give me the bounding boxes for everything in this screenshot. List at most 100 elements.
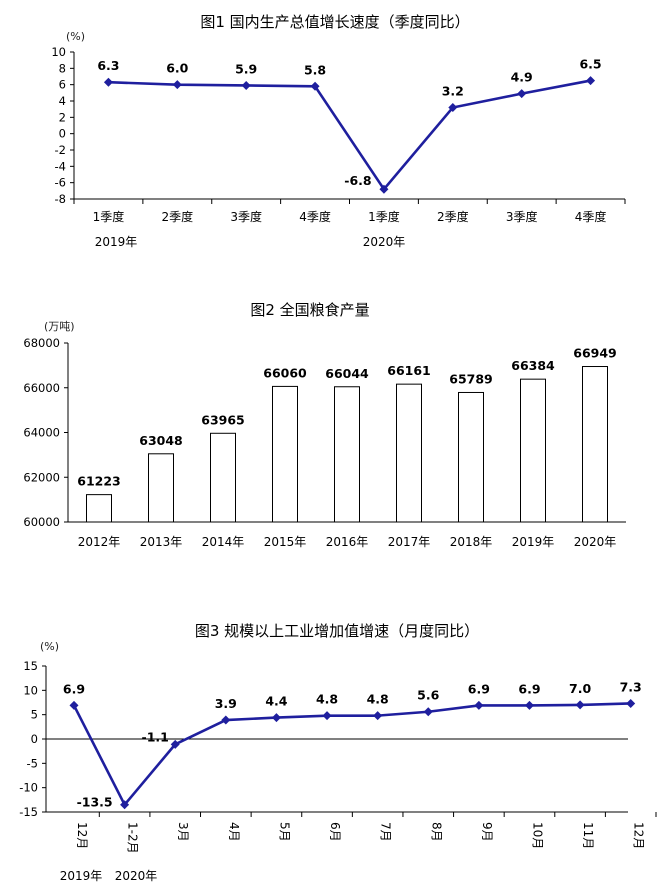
industrial-x-tick-label: 3月 xyxy=(176,822,190,842)
industrial-data-point xyxy=(221,715,231,725)
industrial-x-tick-label: 10月 xyxy=(530,822,544,849)
industrial-data-point xyxy=(474,700,484,710)
grain-x-tick-label: 2016年 xyxy=(326,535,369,549)
gdp-data-point xyxy=(379,184,389,194)
gdp-data-point xyxy=(103,77,113,87)
gdp-x-tick-label: 2季度 xyxy=(161,209,193,224)
gdp-unit-label: (%) xyxy=(66,30,85,43)
gdp-y-tick-label: 4 xyxy=(59,94,66,108)
grain-data-label: 66161 xyxy=(387,363,431,378)
gdp-data-label: 5.8 xyxy=(304,62,326,77)
gdp-y-tick-label: 6 xyxy=(59,78,66,92)
industrial-x-tick-label: 12月 xyxy=(632,822,646,849)
gdp-x-tick-label: 1季度 xyxy=(93,209,125,224)
industrial-x-tick-label: 12月 xyxy=(75,822,89,849)
industrial-data-label: 6.9 xyxy=(468,681,490,696)
gdp-year-label-2020: 2020年 xyxy=(363,235,406,249)
grain-data-label: 66044 xyxy=(325,366,369,381)
industrial-y-tick-label: -10 xyxy=(19,781,38,795)
gdp-growth-chart: 图1 国内生产总值增长速度（季度同比） (%) 1086420-2-4-6-8 … xyxy=(51,13,626,249)
gdp-data-label: 6.5 xyxy=(579,57,601,72)
grain-bar xyxy=(520,378,546,523)
grain-bar xyxy=(334,386,360,523)
gdp-x-tick-label: 1季度 xyxy=(368,209,400,224)
industrial-series-line xyxy=(72,702,631,808)
grain-data-label: 63965 xyxy=(201,412,245,427)
industrial-y-tick-label: 15 xyxy=(23,659,38,673)
grain-bar xyxy=(148,453,174,523)
industrial-y-tick-label: -15 xyxy=(19,805,38,819)
industrial-x-tick-label: 11月 xyxy=(581,822,595,849)
industrial-data-label: 3.9 xyxy=(215,696,237,711)
grain-data-label: 61223 xyxy=(77,474,121,489)
industrial-data-label: -1.1 xyxy=(142,729,169,744)
industrial-x-tick-label: 9月 xyxy=(480,822,494,842)
industrial-year-label-2020: 2020年 xyxy=(115,869,158,883)
industrial-x-tick-label: 1-2月 xyxy=(126,822,140,854)
gdp-year-label-2019: 2019年 xyxy=(95,235,138,249)
industrial-x-tick-label: 6月 xyxy=(328,822,342,842)
industrial-data-label: 4.4 xyxy=(265,694,287,709)
industrial-y-tick-label: -5 xyxy=(27,756,38,770)
grain-x-tick-label: 2012年 xyxy=(78,535,121,549)
industrial-data-point xyxy=(120,800,130,810)
industrial-data-point xyxy=(69,700,79,710)
industrial-data-point xyxy=(373,711,383,721)
grain-data-label: 63048 xyxy=(139,433,183,448)
grain-y-tick-label: 60000 xyxy=(23,515,60,529)
grain-data-label: 65789 xyxy=(449,371,493,386)
industrial-data-point xyxy=(423,707,433,717)
gdp-data-label: 3.2 xyxy=(442,84,464,99)
grain-x-tick-label: 2018年 xyxy=(450,535,493,549)
grain-data-label: 66384 xyxy=(511,358,555,373)
grain-output-chart: 图2 全国粮食产量 (万吨) 68000 66000 64000 62000 60000… xyxy=(23,301,626,549)
grain-bar xyxy=(210,432,236,523)
industrial-data-point xyxy=(271,713,281,723)
industrial-y-tick-label: 5 xyxy=(31,708,38,722)
industrial-y-tick-label: 10 xyxy=(23,683,38,697)
gdp-x-tick-label: 3季度 xyxy=(506,209,538,224)
grain-bar xyxy=(458,391,484,523)
industrial-year-label-2019: 2019年 xyxy=(60,869,103,883)
gdp-x-tick-label: 2季度 xyxy=(437,209,469,224)
grain-chart-title: 图2 全国粮食产量 xyxy=(250,301,369,319)
gdp-series-line xyxy=(108,79,591,192)
industrial-data-label: 4.8 xyxy=(316,692,338,707)
gdp-y-tick-label: -4 xyxy=(55,159,66,173)
grain-bar xyxy=(272,385,298,523)
grain-data-label: 66949 xyxy=(573,346,617,361)
gdp-data-point xyxy=(586,76,596,86)
gdp-y-tick-label: 0 xyxy=(59,127,66,141)
gdp-data-label: -6.8 xyxy=(344,173,371,188)
industrial-data-point xyxy=(575,700,585,710)
grain-bar xyxy=(396,383,422,523)
gdp-x-tick-label: 4季度 xyxy=(299,209,331,224)
gdp-x-tick-label: 4季度 xyxy=(575,209,607,224)
gdp-x-tick-label: 3季度 xyxy=(230,209,262,224)
gdp-y-tick-label: 8 xyxy=(59,61,66,75)
industrial-data-label: 7.0 xyxy=(569,681,591,696)
industrial-x-tick-label: 5月 xyxy=(277,822,291,842)
gdp-data-label: 4.9 xyxy=(511,70,533,85)
grain-data-label: 66060 xyxy=(263,365,307,380)
grain-x-tick-label: 2019年 xyxy=(512,535,555,549)
grain-y-tick-label: 64000 xyxy=(23,426,60,440)
grain-x-tick-label: 2017年 xyxy=(388,535,431,549)
gdp-chart-title: 图1 国内生产总值增长速度（季度同比） xyxy=(200,13,469,31)
industrial-data-point xyxy=(170,739,180,749)
industrial-data-label: 7.3 xyxy=(620,679,642,694)
industrial-data-label: 6.9 xyxy=(63,681,85,696)
gdp-data-label: 6.3 xyxy=(97,58,119,73)
industrial-data-point xyxy=(626,698,636,708)
grain-x-tick-label: 2014年 xyxy=(202,535,245,549)
industrial-unit-label: (%) xyxy=(40,640,59,653)
industrial-data-label: 5.6 xyxy=(417,688,439,703)
industrial-x-tick-label: 8月 xyxy=(429,822,443,842)
gdp-data-label: 6.0 xyxy=(166,61,188,76)
industrial-data-label: 6.9 xyxy=(518,681,540,696)
gdp-y-tick-label: 10 xyxy=(51,45,66,59)
grain-bar xyxy=(582,366,608,523)
industrial-chart-title: 图3 规模以上工业增加值增速（月度同比） xyxy=(195,622,479,640)
gdp-data-point xyxy=(448,103,458,113)
gdp-y-tick-label: -8 xyxy=(55,192,66,206)
